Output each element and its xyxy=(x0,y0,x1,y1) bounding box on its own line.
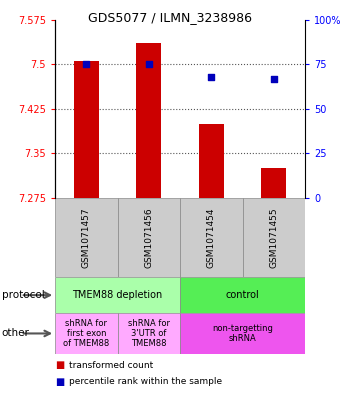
Text: ■: ■ xyxy=(55,377,64,387)
Text: shRNA for
3'UTR of
TMEM88: shRNA for 3'UTR of TMEM88 xyxy=(128,319,170,348)
Bar xyxy=(55,277,180,313)
Text: TMEM88 depletion: TMEM88 depletion xyxy=(72,290,163,300)
Text: GSM1071455: GSM1071455 xyxy=(269,207,278,268)
Text: GSM1071456: GSM1071456 xyxy=(144,207,153,268)
Text: protocol: protocol xyxy=(2,290,45,300)
Text: percentile rank within the sample: percentile rank within the sample xyxy=(69,378,222,386)
Bar xyxy=(242,198,305,277)
Bar xyxy=(118,198,180,277)
Text: control: control xyxy=(226,290,259,300)
Bar xyxy=(118,313,180,354)
Bar xyxy=(136,44,161,198)
Text: other: other xyxy=(2,329,30,338)
Text: GSM1071454: GSM1071454 xyxy=(207,208,216,268)
Text: GSM1071457: GSM1071457 xyxy=(82,207,91,268)
Text: GDS5077 / ILMN_3238986: GDS5077 / ILMN_3238986 xyxy=(88,11,252,24)
Point xyxy=(271,75,276,82)
Bar xyxy=(55,198,118,277)
Bar xyxy=(74,61,99,198)
Point xyxy=(208,73,214,80)
Text: transformed count: transformed count xyxy=(69,361,153,370)
Bar xyxy=(180,277,305,313)
Bar xyxy=(199,124,224,198)
Bar xyxy=(180,198,242,277)
Point xyxy=(146,61,152,68)
Bar xyxy=(55,313,118,354)
Bar xyxy=(180,313,305,354)
Text: non-targetting
shRNA: non-targetting shRNA xyxy=(212,324,273,343)
Text: ■: ■ xyxy=(55,360,64,371)
Point xyxy=(84,61,89,68)
Text: shRNA for
first exon
of TMEM88: shRNA for first exon of TMEM88 xyxy=(63,319,109,348)
Bar xyxy=(261,168,286,198)
